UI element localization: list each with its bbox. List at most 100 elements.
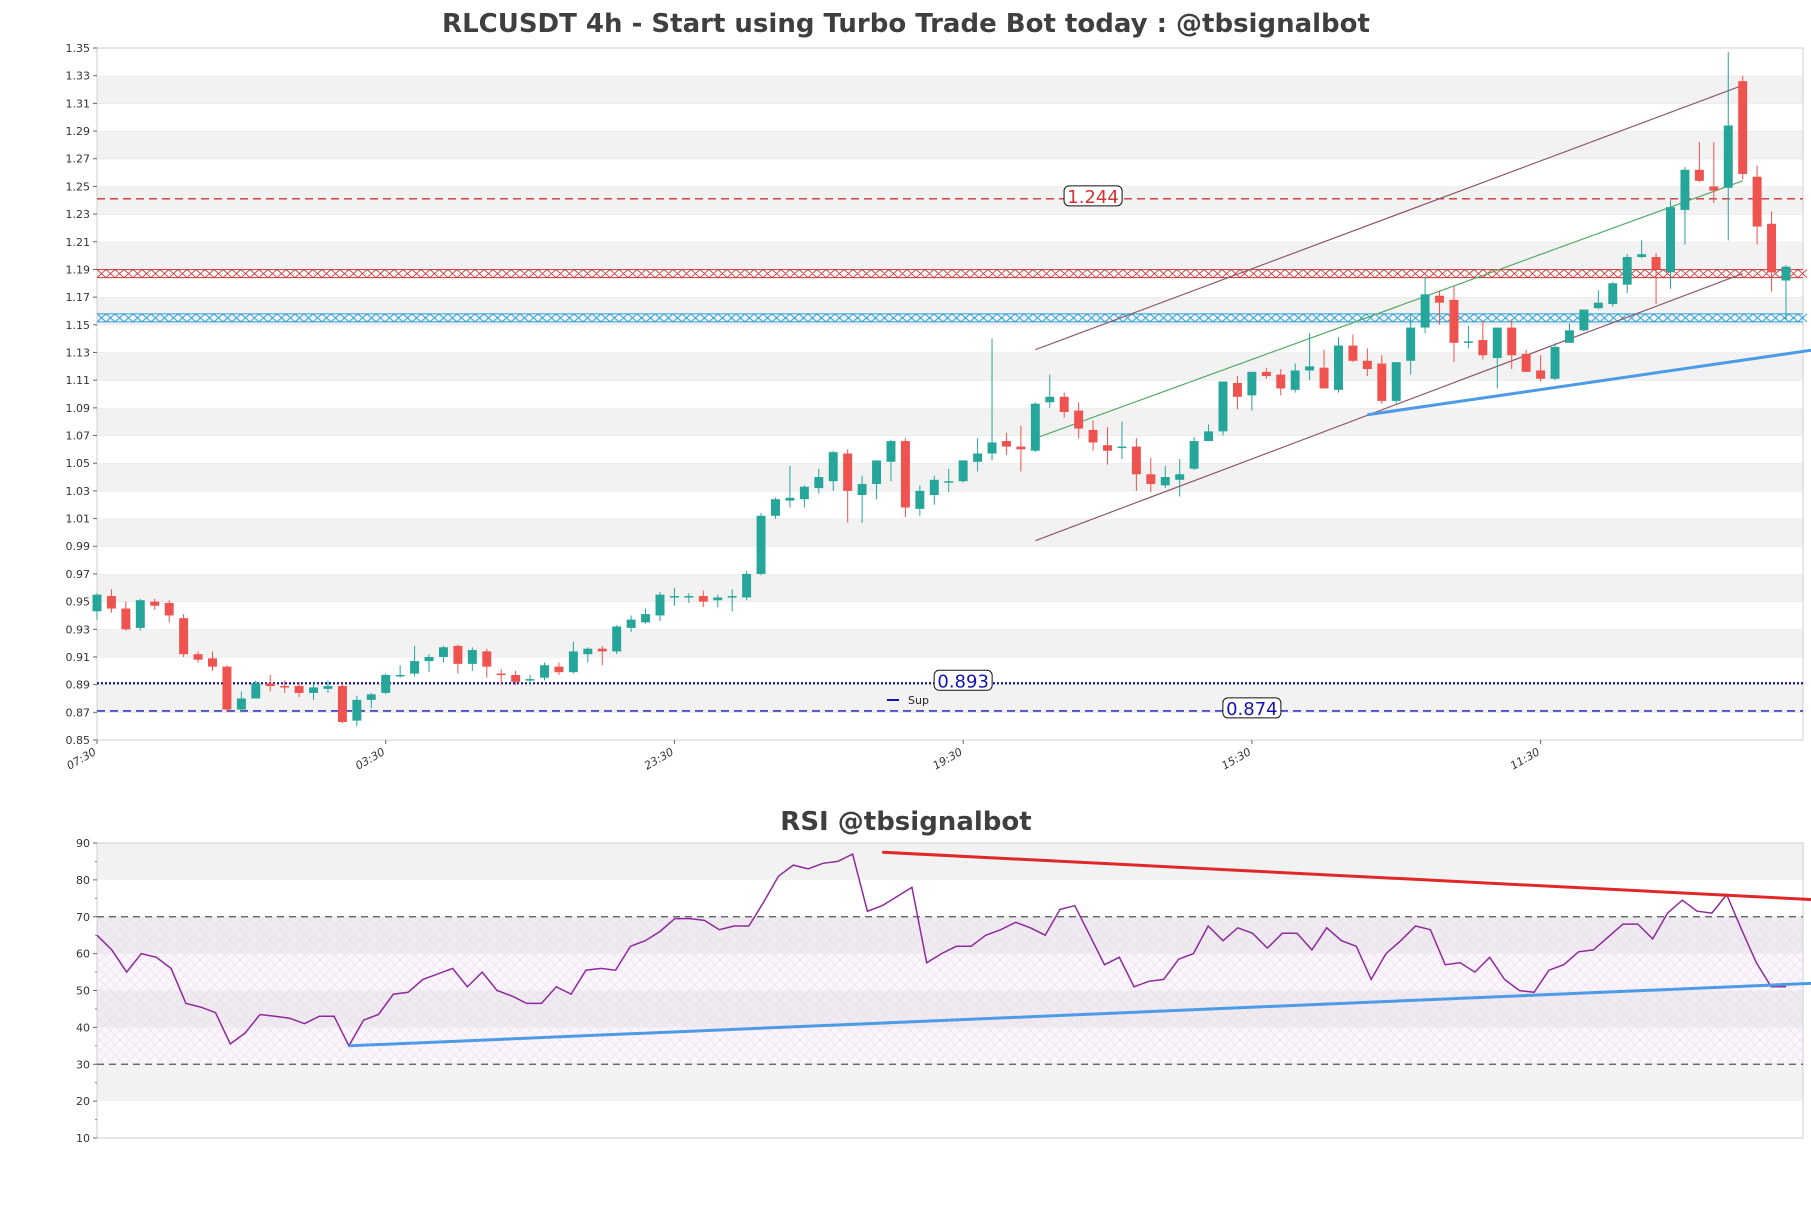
price-chart-title: RLCUSDT 4h - Start using Turbo Trade Bot… [442, 9, 1370, 39]
candle-body [121, 608, 131, 630]
candle-body [1463, 341, 1473, 343]
rsi-grid-band [97, 843, 1803, 880]
candle-body [1666, 207, 1675, 273]
candle-body [1348, 345, 1358, 361]
candle-body [1276, 374, 1286, 389]
y-tick-label: 1.07 [66, 430, 91, 443]
rsi-y-tick-label: 20 [76, 1095, 90, 1108]
rsi-y-tick-label: 90 [76, 837, 90, 850]
candle-body [1478, 340, 1488, 356]
candle-body [540, 665, 549, 678]
grid-band [97, 573, 1803, 602]
y-tick-label: 1.11 [66, 374, 91, 387]
legend: Sup [887, 694, 929, 707]
candle-body [828, 452, 838, 482]
candle-body [886, 441, 896, 462]
level-labels: 1.244 0.893 0.874 [933, 185, 1282, 720]
candle-body [1261, 371, 1271, 377]
candle-body [236, 698, 246, 710]
candle-body [1218, 381, 1228, 432]
candle-body [208, 658, 217, 667]
candle-body [1723, 125, 1733, 188]
candle-body [1059, 396, 1069, 412]
candle-body [1738, 81, 1748, 174]
candle-body [554, 666, 564, 673]
grid-band [97, 407, 1803, 436]
candle-body [1406, 327, 1416, 361]
candle-body [1305, 366, 1315, 371]
level-label: 0.893 [937, 671, 989, 692]
candle-body [1088, 429, 1098, 443]
y-tick-label: 0.87 [66, 706, 91, 719]
y-tick-label: 1.25 [66, 180, 91, 193]
candle-body [1290, 370, 1300, 390]
candle-body [915, 490, 925, 509]
candle-body [1232, 382, 1242, 397]
grid-band [97, 214, 1803, 242]
price-x-axis: 07:30 03:30 23:30 19:30 15:30 11:30 [65, 740, 1542, 772]
grid-band [97, 490, 1803, 519]
candle-body [1103, 445, 1112, 451]
level-label-box [1063, 185, 1123, 207]
grid-band [97, 324, 1803, 353]
candle-body [1694, 169, 1704, 181]
candle-body [929, 479, 939, 496]
rsi-chart-title: RSI @tbsignalbot [780, 807, 1031, 837]
rsi-grid-band [97, 1101, 1803, 1138]
candle-body [1651, 256, 1661, 270]
candle-body [1521, 353, 1531, 372]
level-label-box [933, 669, 993, 691]
y-tick-label: 1.03 [66, 485, 91, 498]
candle-body [843, 453, 853, 491]
trendline [1035, 273, 1743, 542]
trendline [1035, 180, 1743, 439]
candle-body [727, 596, 737, 598]
y-tick-label: 1.29 [66, 125, 91, 138]
y-tick-label: 0.89 [66, 679, 91, 692]
candle-body [1377, 363, 1387, 401]
candles [92, 52, 1791, 727]
level-label-box [1222, 697, 1282, 719]
candle-body [785, 497, 795, 501]
candle-body [814, 477, 824, 489]
candle-body [900, 441, 910, 508]
candle-body [1334, 345, 1343, 390]
rsi-y-tick-label: 80 [76, 874, 90, 887]
price-panel: RLCUSDT 4h - Start using Turbo Trade Bot… [65, 9, 1811, 772]
candle-body [294, 686, 304, 693]
candle-body [799, 486, 809, 500]
y-tick-label: 0.93 [66, 623, 91, 636]
candle-body [323, 686, 333, 689]
price-trendlines [1035, 84, 1811, 542]
rsi-y-tick-label: 10 [76, 1132, 90, 1145]
candle-body [1391, 362, 1401, 401]
candle-body [684, 596, 694, 598]
candle-body [1420, 294, 1430, 328]
rsi-trendlines [348, 850, 1811, 1048]
candle-body [958, 460, 968, 482]
candle-body [1579, 309, 1589, 331]
candle-body [453, 645, 463, 664]
price-plot-frame [96, 47, 1804, 741]
candle-body [1449, 299, 1459, 343]
candle-body [655, 594, 665, 616]
zone-hatch [96, 269, 1808, 278]
level-label: 0.874 [1226, 699, 1278, 720]
rsi-y-tick-label: 30 [76, 1058, 90, 1071]
rsi-grid-band-shade [97, 916, 1803, 954]
candle-body [135, 600, 145, 628]
x-tick-label: 23:30 [642, 745, 676, 772]
x-tick-label: 07:30 [65, 745, 99, 772]
candle-body [641, 614, 651, 623]
candle-body [1435, 295, 1445, 303]
y-tick-label: 1.13 [66, 346, 91, 359]
candle-body [669, 596, 679, 598]
candle-body [872, 460, 882, 484]
x-tick-label: 03:30 [353, 745, 387, 772]
candle-body [164, 602, 174, 616]
grid-band [97, 103, 1803, 132]
rsi-line [96, 853, 1786, 1048]
candle-body [251, 683, 261, 699]
candle-body [265, 683, 275, 687]
price-grid-bands [97, 47, 1803, 740]
